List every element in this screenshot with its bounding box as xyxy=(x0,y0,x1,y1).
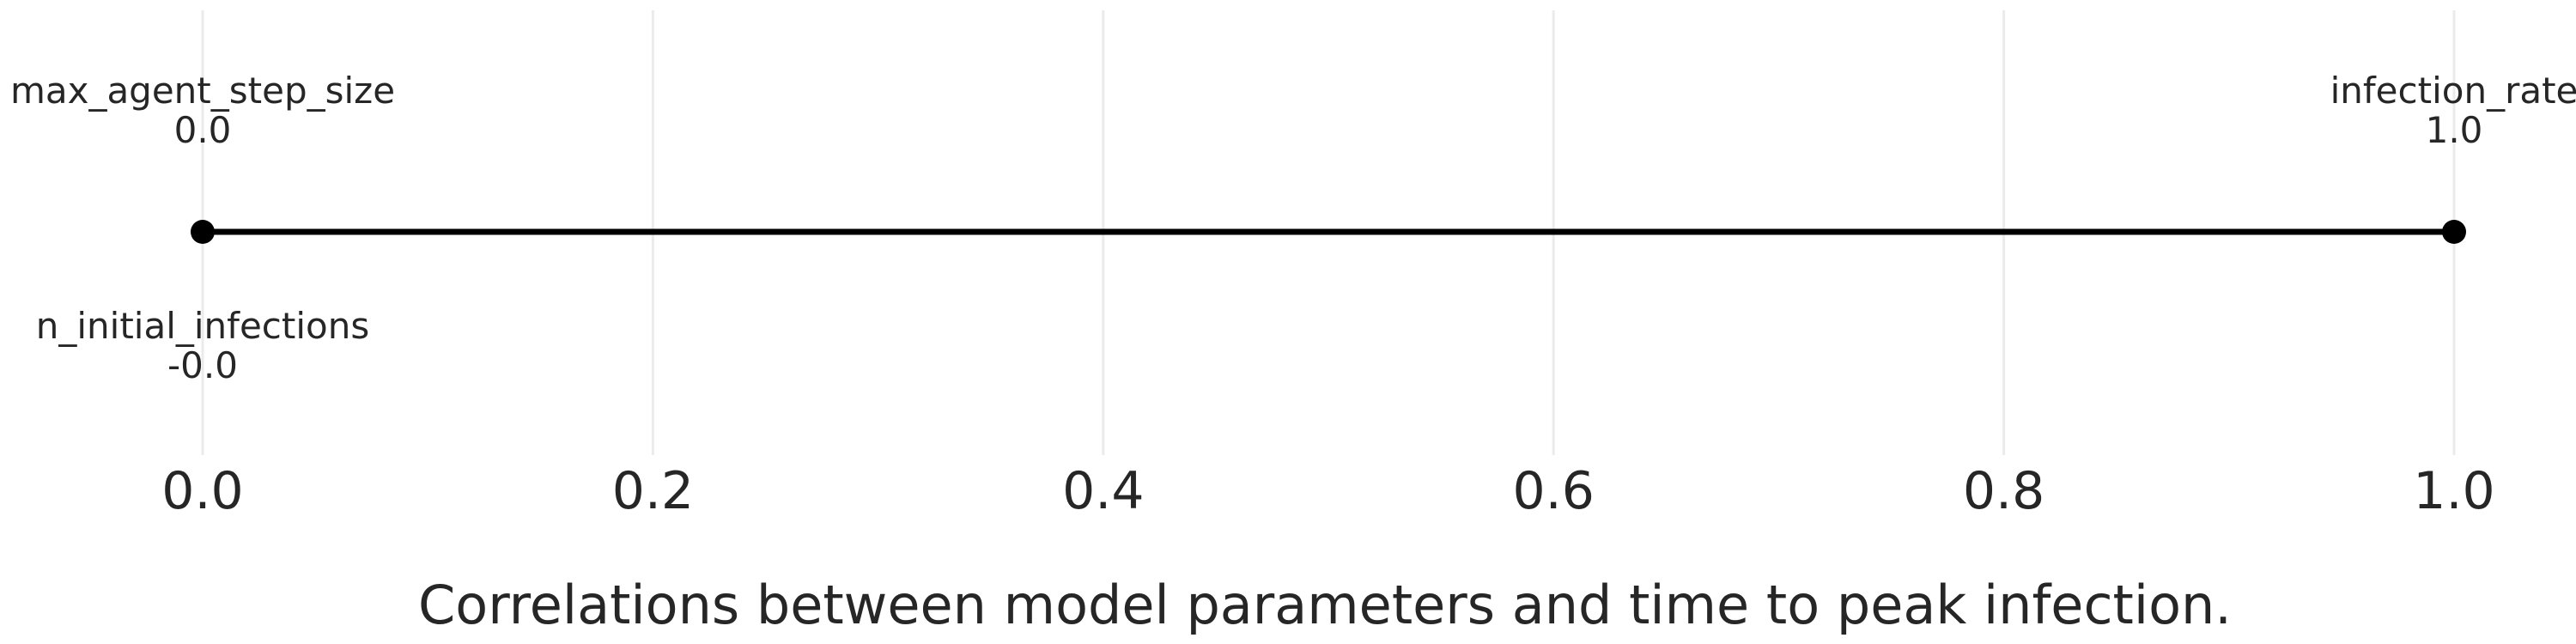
point-marker xyxy=(191,220,215,244)
points-group xyxy=(191,220,2466,244)
x-tick-label: 0.0 xyxy=(161,461,243,521)
x-tick-label: 0.4 xyxy=(1062,461,1144,521)
param-name-label: max_agent_step_size xyxy=(10,70,395,112)
x-tick-label: 1.0 xyxy=(2413,461,2494,521)
param-value-label: 0.0 xyxy=(174,109,232,151)
x-tick-label: 0.2 xyxy=(612,461,694,521)
x-tick-label: 0.6 xyxy=(1512,461,1594,521)
x-tick-label: 0.8 xyxy=(1963,461,2044,521)
param-name-label: infection_rate xyxy=(2330,70,2576,112)
param-name-label: n_initial_infections xyxy=(36,305,369,347)
point-marker xyxy=(2442,220,2466,244)
param-value-label: 1.0 xyxy=(2426,109,2483,151)
param-value-label: -0.0 xyxy=(167,344,238,386)
x-axis-ticks: 0.0 0.2 0.4 0.6 0.8 1.0 xyxy=(161,461,2494,521)
chart-title: Correlations between model parameters an… xyxy=(418,574,2232,636)
